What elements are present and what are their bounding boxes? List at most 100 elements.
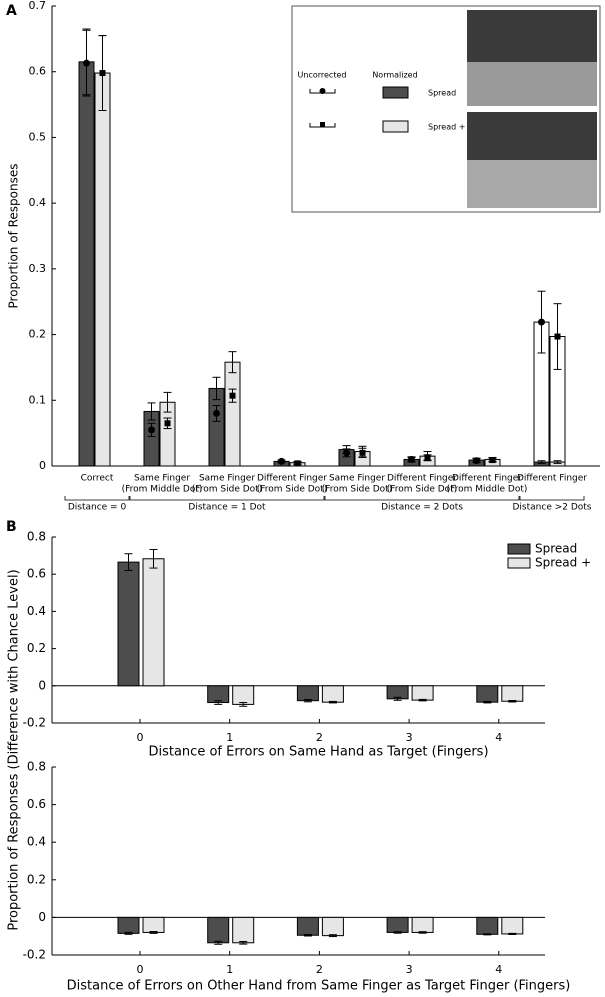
- y-tick-label: 0.6: [27, 567, 46, 581]
- uncorrected-point: [148, 426, 155, 434]
- x-tick-label: Same Finger: [329, 474, 385, 484]
- y-tick-label: 0: [39, 459, 46, 472]
- y-tick-label: 0.8: [27, 530, 46, 544]
- group-bracket: [324, 496, 520, 501]
- legend-swatch: [507, 557, 531, 569]
- y-tick-label: 0.4: [29, 196, 47, 209]
- y-tick-label: 0.8: [27, 760, 46, 774]
- bar: [476, 685, 499, 703]
- bar: [207, 916, 230, 944]
- x-tick-label: Different Finger: [387, 474, 457, 484]
- y-tick-label: 0.2: [27, 641, 46, 655]
- group-bracket: [129, 496, 325, 501]
- y-tick-label: 0.7: [29, 0, 47, 12]
- bar: [411, 685, 434, 701]
- y-tick-label: -0.2: [23, 948, 46, 962]
- uncorrected-point: [408, 455, 415, 463]
- bar: [224, 361, 241, 467]
- x-tick-label: 4: [495, 963, 502, 976]
- x-tick-label: Different Finger: [257, 474, 327, 484]
- x-tick-label: (From Side Dot): [192, 485, 262, 495]
- legend-label: Spread: [535, 542, 577, 556]
- y-tick-label: 0.3: [29, 262, 47, 275]
- x-tick-label: Correct: [81, 474, 114, 484]
- bar: [296, 685, 319, 702]
- hands: [467, 160, 597, 208]
- group-label: Distance = 2 Dots: [381, 503, 463, 513]
- group-bracket: [64, 496, 130, 501]
- uncorrected-point: [359, 449, 366, 456]
- uncorrected-point: [164, 420, 171, 427]
- legend-label: Spread: [428, 89, 456, 98]
- bar: [501, 916, 524, 935]
- y-tick-label: 0.2: [29, 328, 47, 341]
- x-axis-label: Distance of Errors on Other Hand from Sa…: [67, 979, 571, 994]
- bar: [321, 685, 344, 703]
- legend-label: Spread +: [428, 123, 465, 132]
- x-tick-label: Different Finger: [517, 474, 587, 484]
- x-tick-label: 3: [406, 731, 413, 744]
- y-tick-label: 0: [38, 910, 46, 924]
- x-tick-label: Different Finger: [452, 474, 522, 484]
- y-tick-label: 0.1: [29, 393, 47, 406]
- bar: [321, 916, 344, 937]
- legend-heading: Normalized: [372, 71, 417, 80]
- y-tick-label: -0.2: [23, 716, 46, 730]
- bar: [117, 916, 140, 934]
- x-tick-label: 2: [316, 731, 323, 744]
- uncorrected-point: [99, 70, 106, 77]
- bar: [142, 916, 165, 933]
- group-label: Distance = 0: [68, 503, 127, 513]
- panel-label: B: [6, 519, 17, 535]
- x-tick-label: Same Finger: [134, 474, 190, 484]
- y-tick-label: 0: [38, 678, 46, 692]
- legend-label: Spread +: [535, 556, 591, 570]
- panel-label: A: [6, 3, 17, 19]
- y-tick-label: 0.5: [29, 130, 47, 143]
- y-tick-label: 0.6: [29, 65, 47, 78]
- uncorrected-point: [229, 392, 236, 399]
- uncorrected-point: [343, 449, 350, 457]
- x-tick-label: (From Side Dot): [322, 485, 392, 495]
- group-bracket: [519, 496, 585, 501]
- bar: [386, 916, 409, 933]
- y-axis-label: Proportion of Responses: [7, 164, 21, 309]
- bar: [117, 561, 140, 687]
- bar: [78, 61, 95, 467]
- uncorrected-point: [473, 457, 480, 465]
- uncorrected-point: [294, 460, 301, 467]
- y-tick-label: 0.6: [27, 797, 46, 811]
- y-tick-label: 0.2: [27, 872, 46, 886]
- uncorrected-point: [213, 409, 220, 417]
- x-tick-label: (From Middle Dot): [447, 485, 528, 495]
- x-tick-label: (From Side Dot): [387, 485, 457, 495]
- x-tick-label: 0: [137, 731, 144, 744]
- y-tick-label: 0.4: [27, 835, 46, 849]
- uncorrected-point: [554, 333, 561, 340]
- bar: [476, 916, 499, 935]
- uncorrected-point: [83, 59, 90, 67]
- group-label: Distance = 1 Dot: [188, 503, 266, 513]
- x-axis-label: Distance of Errors on Same Hand as Targe…: [148, 745, 488, 760]
- bar: [207, 685, 230, 704]
- x-tick-label: 0: [137, 963, 144, 976]
- x-tick-label: 3: [406, 963, 413, 976]
- group-label: Distance >2 Dots: [513, 503, 592, 513]
- legend-marker: [319, 88, 326, 94]
- legend-swatch: [507, 543, 531, 555]
- uncorrected-point: [278, 457, 285, 465]
- x-tick-label: 2: [316, 963, 323, 976]
- x-tick-label: 1: [226, 963, 233, 976]
- uncorrected-point: [538, 318, 545, 326]
- bar: [501, 685, 524, 702]
- y-tick-label: 0.4: [27, 604, 46, 618]
- bar: [94, 72, 111, 467]
- bar: [411, 916, 434, 933]
- x-tick-label: (From Side Dot): [257, 485, 327, 495]
- legend-heading: Uncorrected: [298, 71, 347, 80]
- x-tick-label: Same Finger: [199, 474, 255, 484]
- bar: [296, 916, 319, 936]
- x-tick-label: (From Middle Dot): [122, 485, 203, 495]
- legend-marker: [320, 122, 325, 127]
